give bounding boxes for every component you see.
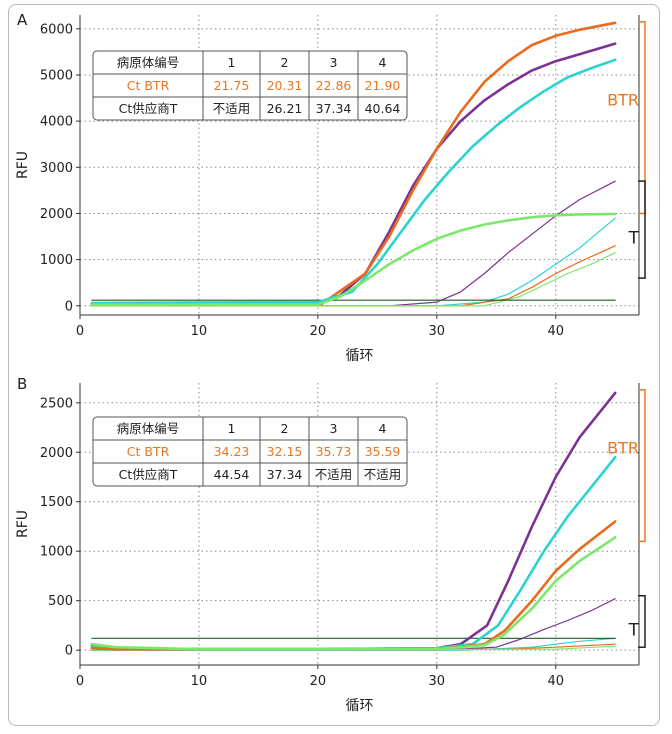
series-btr-3-line <box>90 520 617 651</box>
x-axis-title: 循环 <box>346 698 374 714</box>
y-tick-label: 2000 <box>40 446 73 461</box>
y-tick-label: 1500 <box>40 495 73 510</box>
ct-table: 病原体编号 1 2 3 4 Ct BTR 21.75 20.31 22.86 21.90 Ct供应商… <box>92 50 408 121</box>
table-header-cell: 2 <box>281 421 289 436</box>
table-cell: 32.15 <box>267 444 303 459</box>
ct-table: 病原体编号 1 2 3 4 Ct BTR 34.23 32.15 35.73 35.59 Ct供应商… <box>92 416 408 487</box>
table-header-cell: 4 <box>379 55 387 70</box>
table-cell: 37.34 <box>316 101 352 116</box>
y-tick-label: 0 <box>65 299 73 314</box>
bracket-label-t: T <box>628 620 640 640</box>
table-header-cell: 病原体编号 <box>117 55 180 70</box>
series-btr-4-line <box>90 536 617 651</box>
y-tick-label: 5000 <box>40 69 73 84</box>
series-t-2-line <box>91 217 616 307</box>
table-cell: 不适用 <box>364 467 402 482</box>
table-row-label: Ct供应商T <box>119 101 178 116</box>
table-header-cell: 4 <box>379 421 387 436</box>
panel-label: B <box>17 375 27 393</box>
x-tick-label: 10 <box>191 324 208 339</box>
chart-panel-B: B 0 500 1000 1500 2000 2500 0 10 20 30 40 循环 RFU BTR T 病… <box>15 375 646 714</box>
table-box <box>92 50 408 121</box>
panel-label: A <box>17 11 28 29</box>
table-cell: 37.34 <box>267 467 303 482</box>
table-header-cell: 1 <box>228 421 236 436</box>
x-tick-label: 0 <box>76 324 84 339</box>
y-tick-label: 6000 <box>40 22 73 37</box>
table-cell: 21.90 <box>365 78 401 93</box>
table-box <box>92 416 408 487</box>
series-t-4-line <box>91 252 616 307</box>
table-cell: 35.73 <box>316 444 352 459</box>
table-cell: 20.31 <box>267 78 303 93</box>
y-tick-label: 1000 <box>40 545 73 560</box>
table-cell: 26.21 <box>267 101 303 116</box>
y-tick-label: 3000 <box>40 161 73 176</box>
bracket-label-btr: BTR <box>607 439 639 458</box>
table-cell: 21.75 <box>214 78 250 93</box>
y-axis-title: RFU <box>15 151 31 179</box>
bracket-label-btr: BTR <box>607 91 639 110</box>
table-cell: 40.64 <box>365 101 401 116</box>
y-tick-label: 0 <box>65 644 73 659</box>
table-header-cell: 病原体编号 <box>117 421 180 436</box>
bracket-label-t: T <box>628 229 640 249</box>
table-cell: 不适用 <box>213 101 251 116</box>
bracket-btr <box>638 21 646 215</box>
series-group <box>90 21 617 307</box>
x-tick-label: 10 <box>191 674 208 689</box>
x-tick-label: 20 <box>310 674 327 689</box>
y-tick-label: 2000 <box>40 207 73 222</box>
table-row-label: Ct BTR <box>127 444 170 459</box>
series-group <box>90 391 617 651</box>
chart-panel-A: A 0 1000 2000 3000 4000 5000 6000 0 10 20 30 40 循环 RFU… <box>15 11 646 364</box>
table-row-label: Ct BTR <box>127 78 170 93</box>
series-btr-1-line <box>90 42 617 305</box>
bracket-t <box>638 180 646 279</box>
table-header-cell: 3 <box>330 421 338 436</box>
series-t-3-line <box>91 245 616 307</box>
x-tick-label: 0 <box>76 674 84 689</box>
table-cell: 44.54 <box>214 467 250 482</box>
table-header-cell: 2 <box>281 55 289 70</box>
x-tick-label: 30 <box>429 674 446 689</box>
y-tick-label: 4000 <box>40 115 73 130</box>
series-t-1-line <box>91 598 616 651</box>
x-tick-label: 40 <box>547 324 564 339</box>
y-axis-title: RFU <box>15 510 31 538</box>
x-tick-label: 40 <box>547 674 564 689</box>
bracket-btr <box>638 389 646 543</box>
table-header-cell: 1 <box>228 55 236 70</box>
y-tick-label: 500 <box>48 594 73 609</box>
y-tick-label: 2500 <box>40 396 73 411</box>
table-row-label: Ct供应商T <box>119 467 178 482</box>
bracket-t <box>638 594 646 648</box>
table-cell: 35.59 <box>365 444 401 459</box>
series-btr-4-line <box>90 212 617 307</box>
series-t-1-line <box>91 180 616 307</box>
x-axis-title: 循环 <box>346 348 374 364</box>
table-cell: 34.23 <box>214 444 250 459</box>
x-tick-label: 20 <box>310 324 327 339</box>
x-tick-label: 30 <box>429 324 446 339</box>
table-cell: 不适用 <box>315 467 353 482</box>
figure-frame: A 0 1000 2000 3000 4000 5000 6000 0 10 20 30 40 循环 RFU… <box>8 4 660 726</box>
table-header-cell: 3 <box>330 55 338 70</box>
y-tick-label: 1000 <box>40 253 73 268</box>
table-cell: 22.86 <box>316 78 352 93</box>
series-btr-2-line <box>90 21 617 307</box>
